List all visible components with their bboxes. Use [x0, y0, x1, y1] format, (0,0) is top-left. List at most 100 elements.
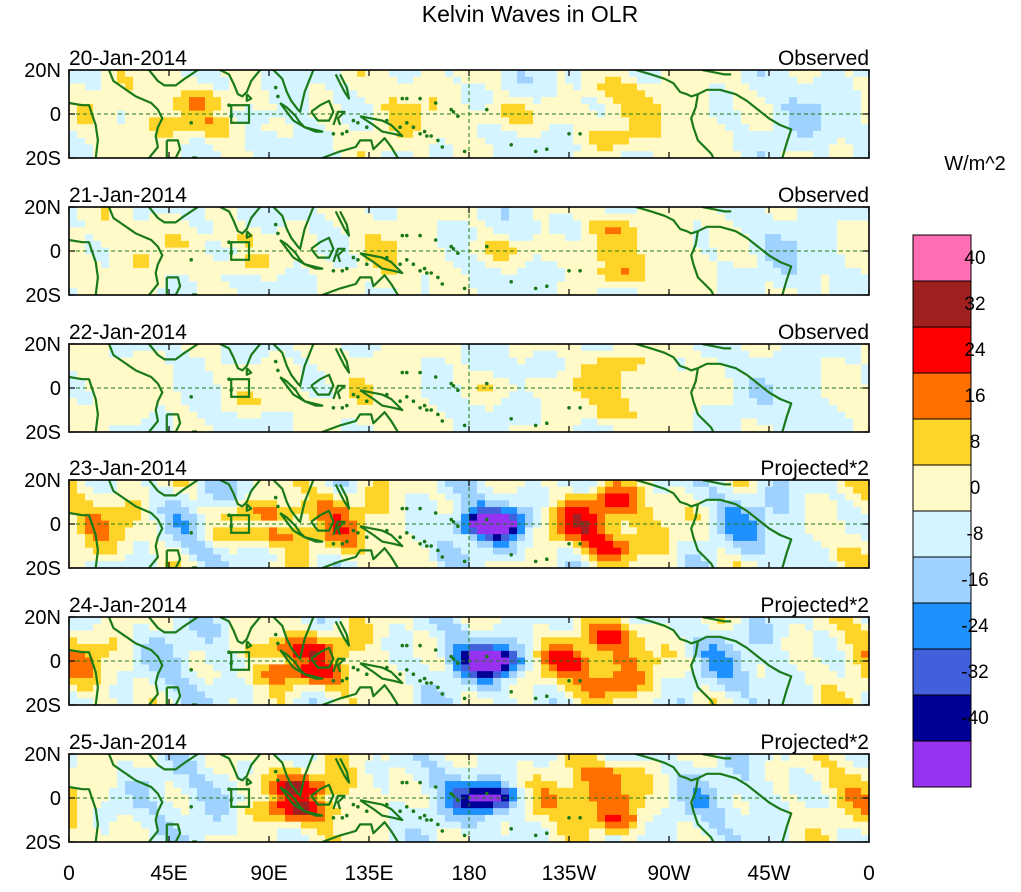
- field-cell: [261, 371, 270, 378]
- field-cell: [101, 131, 110, 138]
- field-cell: [557, 275, 566, 282]
- field-cell: [773, 378, 782, 385]
- field-cell: [109, 227, 118, 234]
- field-cell: [101, 405, 110, 412]
- field-cell: [333, 90, 342, 97]
- field-cell: [693, 418, 702, 425]
- field-cell: [133, 412, 142, 419]
- field-cell: [493, 84, 502, 91]
- field-cell: [509, 254, 518, 261]
- field-cell: [701, 268, 710, 275]
- field-cell: [581, 207, 590, 214]
- field-cell: [693, 214, 702, 221]
- field-cell: [341, 398, 350, 405]
- field-cell: [221, 281, 230, 288]
- field-cell: [597, 268, 606, 275]
- field-cell: [733, 351, 742, 358]
- field-cell: [221, 254, 230, 261]
- field-cell: [845, 507, 854, 514]
- field-cell: [589, 97, 598, 104]
- field-cell: [837, 487, 846, 494]
- field-cell: [821, 221, 830, 228]
- field-cell: [301, 480, 310, 487]
- field-cell: [629, 268, 638, 275]
- field-cell: [373, 378, 382, 385]
- field-cell: [829, 378, 838, 385]
- field-cell: [485, 418, 494, 425]
- field-cell: [453, 104, 462, 111]
- field-cell: [197, 487, 206, 494]
- field-cell: [797, 507, 806, 514]
- field-cell: [253, 261, 262, 268]
- field-cell: [461, 90, 470, 97]
- field-cell: [461, 214, 470, 221]
- field-cell: [421, 378, 430, 385]
- field-cell: [69, 227, 78, 234]
- field-cell: [733, 104, 742, 111]
- field-cell: [437, 500, 446, 507]
- field-cell: [389, 480, 398, 487]
- field-cell: [669, 371, 678, 378]
- field-cell: [781, 364, 790, 371]
- field-cell: [549, 507, 558, 514]
- field-cell: [637, 104, 646, 111]
- field-cell: [357, 241, 366, 248]
- field-cell: [317, 138, 326, 145]
- field-cell: [461, 70, 470, 77]
- field-cell: [221, 138, 230, 145]
- field-cell: [253, 418, 262, 425]
- field-cell: [365, 214, 374, 221]
- island: [352, 256, 356, 260]
- field-cell: [213, 514, 222, 521]
- field-cell: [477, 391, 486, 398]
- field-cell: [725, 371, 734, 378]
- field-cell: [845, 144, 854, 151]
- field-cell: [661, 494, 670, 501]
- field-cell: [605, 480, 614, 487]
- field-cell: [509, 84, 518, 91]
- field-cell: [181, 124, 190, 131]
- field-cell: [77, 254, 86, 261]
- field-cell: [413, 221, 422, 228]
- field-cell: [517, 418, 526, 425]
- field-cell: [613, 275, 622, 282]
- field-cell: [93, 214, 102, 221]
- field-cell: [565, 351, 574, 358]
- field-cell: [133, 77, 142, 84]
- field-cell: [749, 144, 758, 151]
- field-cell: [461, 221, 470, 228]
- field-cell: [757, 371, 766, 378]
- field-cell: [789, 494, 798, 501]
- field-cell: [637, 97, 646, 104]
- field-cell: [741, 398, 750, 405]
- field-cell: [325, 281, 334, 288]
- field-cell: [725, 144, 734, 151]
- field-cell: [221, 507, 230, 514]
- field-cell: [93, 70, 102, 77]
- field-cell: [365, 268, 374, 275]
- panel-type-label: Observed: [778, 184, 869, 207]
- field-cell: [117, 507, 126, 514]
- field-cell: [733, 117, 742, 124]
- field-cell: [133, 405, 142, 412]
- field-cell: [661, 234, 670, 241]
- field-cell: [93, 514, 102, 521]
- field-cell: [517, 494, 526, 501]
- field-cell: [605, 70, 614, 77]
- field-cell: [749, 480, 758, 487]
- field-cell: [781, 480, 790, 487]
- field-cell: [549, 418, 558, 425]
- field-cell: [501, 207, 510, 214]
- field-cell: [797, 275, 806, 282]
- field-cell: [213, 275, 222, 282]
- field-cell: [141, 117, 150, 124]
- field-cell: [525, 412, 534, 419]
- field-cell: [541, 207, 550, 214]
- field-cell: [557, 77, 566, 84]
- field-cell: [549, 97, 558, 104]
- field-cell: [437, 514, 446, 521]
- field-cell: [157, 97, 166, 104]
- field-cell: [821, 90, 830, 97]
- field-cell: [837, 234, 846, 241]
- field-cell: [109, 268, 118, 275]
